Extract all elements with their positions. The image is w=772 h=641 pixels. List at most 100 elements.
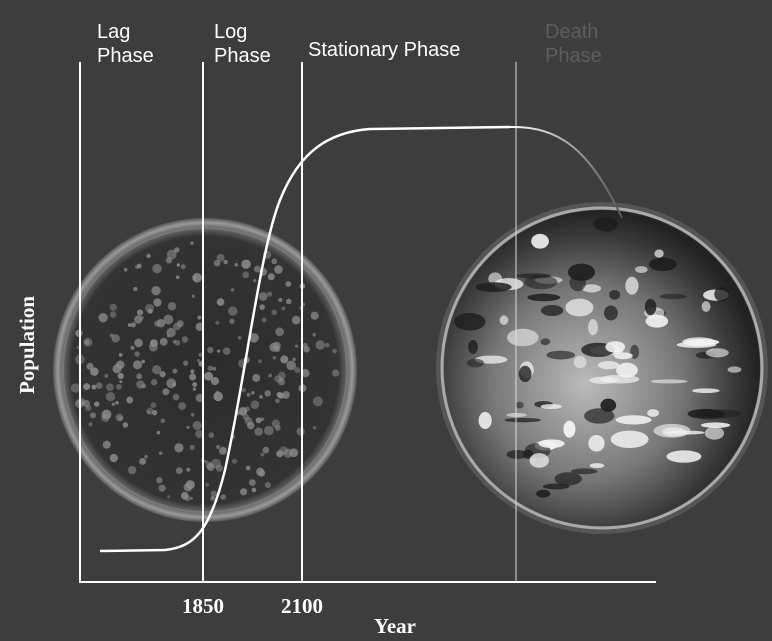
colony <box>303 346 310 353</box>
cloud <box>524 275 558 290</box>
x-tick-label: 1850 <box>182 594 224 618</box>
colony <box>252 373 261 382</box>
colony <box>332 348 337 354</box>
cloud <box>468 339 478 354</box>
colony <box>238 407 248 416</box>
colony <box>262 446 270 454</box>
colony <box>127 323 132 327</box>
colony <box>134 351 140 357</box>
colony <box>259 394 264 399</box>
colony <box>231 458 238 464</box>
colony <box>104 374 109 378</box>
cloud <box>588 318 598 336</box>
colony <box>211 458 222 469</box>
growth-curve <box>99 125 511 553</box>
cloud <box>540 338 551 346</box>
colony <box>180 264 186 270</box>
colony <box>178 402 187 410</box>
phase-label: Phase <box>545 45 602 67</box>
cloud <box>593 216 619 232</box>
colony <box>181 336 189 343</box>
colony <box>237 335 242 340</box>
cloud <box>506 412 527 418</box>
colony <box>263 425 274 436</box>
cloud <box>554 472 582 486</box>
colony <box>153 298 162 307</box>
petri-rim <box>62 227 348 513</box>
colony <box>286 360 296 371</box>
colony <box>267 291 273 297</box>
colony <box>207 365 213 371</box>
cloud <box>570 468 598 475</box>
colony <box>198 352 203 357</box>
colony <box>264 390 271 397</box>
colony <box>222 347 231 356</box>
colony <box>217 349 221 353</box>
colony <box>292 357 296 361</box>
colony <box>282 391 290 399</box>
colony <box>245 465 251 471</box>
cloud <box>488 272 502 285</box>
colony <box>141 383 147 389</box>
colony <box>109 453 118 463</box>
colony <box>280 355 289 364</box>
cloud <box>542 483 570 490</box>
colony <box>249 479 256 486</box>
colony <box>172 368 178 374</box>
colony <box>123 267 128 272</box>
colony <box>70 383 81 393</box>
colony <box>310 311 319 320</box>
colony <box>277 371 286 380</box>
cloud <box>516 273 552 279</box>
cloud <box>536 489 551 498</box>
colony <box>152 263 162 274</box>
colony <box>86 362 94 370</box>
phase-label: Log <box>214 21 247 43</box>
colony <box>119 380 123 384</box>
cloud <box>588 434 605 452</box>
colony <box>176 263 181 267</box>
colony <box>291 315 301 325</box>
colony <box>190 241 194 245</box>
colony <box>219 446 227 455</box>
x-axis-label: Year <box>374 614 416 638</box>
colony <box>174 443 184 453</box>
colony <box>279 377 284 382</box>
colony <box>190 412 195 417</box>
colony <box>241 387 246 393</box>
colony <box>210 376 220 386</box>
colony <box>276 391 283 398</box>
colony <box>258 292 268 301</box>
colony <box>145 303 154 313</box>
colony <box>85 404 92 412</box>
cloud <box>597 360 620 370</box>
cloud <box>478 412 492 429</box>
colony <box>192 382 198 387</box>
colony <box>146 407 154 415</box>
cloud <box>518 365 532 383</box>
colony <box>175 467 183 475</box>
cloud <box>654 249 664 258</box>
colony <box>118 353 123 357</box>
colony <box>160 418 166 424</box>
colony <box>134 338 143 348</box>
cloud <box>453 312 486 331</box>
colony <box>135 264 140 270</box>
colony <box>186 425 190 429</box>
cloud <box>714 286 730 302</box>
colony <box>267 273 275 281</box>
cloud <box>705 348 729 358</box>
cloud <box>531 233 549 249</box>
cloud <box>507 328 539 347</box>
cloud <box>610 430 649 448</box>
colony <box>189 496 193 500</box>
colony <box>158 451 163 456</box>
colony <box>192 272 202 283</box>
cloud <box>701 409 741 418</box>
colony <box>254 427 263 436</box>
colony <box>261 317 267 323</box>
colony <box>204 459 208 464</box>
colony <box>294 366 301 374</box>
colony <box>205 482 210 487</box>
